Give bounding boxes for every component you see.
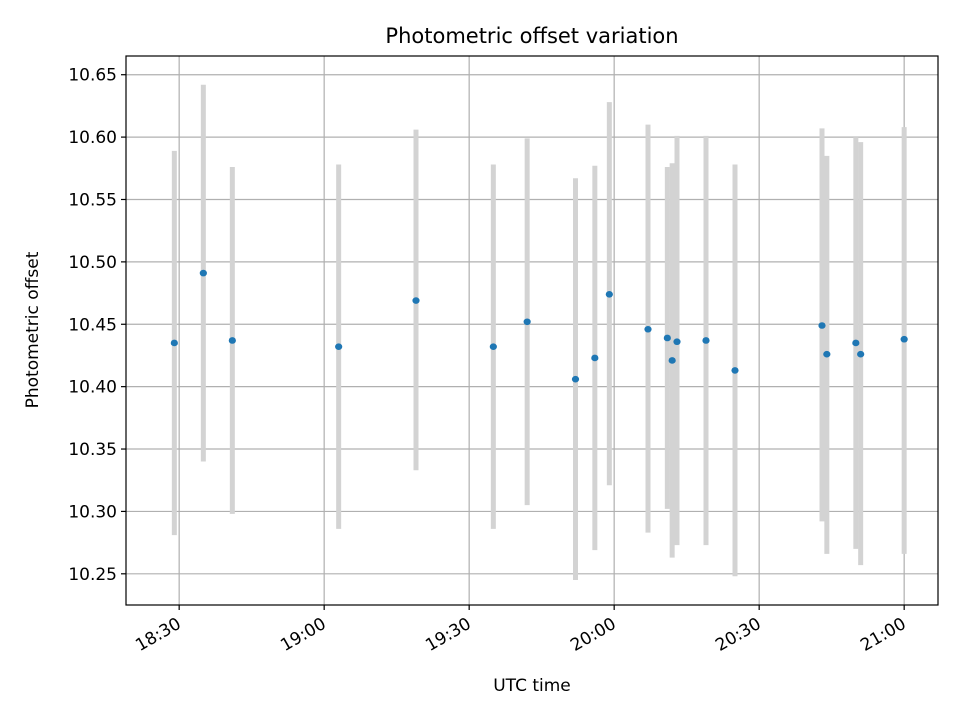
data-point (673, 338, 681, 346)
y-tick-label: 10.35 (68, 440, 117, 460)
data-point (668, 357, 676, 364)
data-point (818, 322, 826, 329)
data-point (644, 325, 652, 333)
data-point (823, 350, 831, 358)
data-point (900, 335, 908, 343)
data-point (702, 337, 710, 344)
y-tick-label: 10.30 (68, 502, 117, 522)
chart-title: Photometric offset variation (385, 24, 678, 48)
data-point (170, 339, 178, 347)
y-tick-label: 10.55 (68, 190, 117, 210)
data-point (663, 334, 671, 342)
data-point (489, 343, 497, 351)
y-tick-label: 10.60 (68, 128, 117, 148)
data-point (731, 367, 739, 374)
data-point (605, 291, 613, 298)
y-tick-label: 10.40 (68, 378, 117, 398)
plot-frame (125, 55, 939, 606)
data-point (852, 339, 860, 347)
data-point (571, 375, 580, 383)
data-point (335, 343, 343, 351)
y-axis-label: Photometric offset (23, 251, 43, 408)
x-axis-label: UTC time (493, 676, 571, 696)
y-tick-label: 10.65 (68, 66, 117, 86)
data-point (228, 337, 236, 344)
data-point (412, 297, 420, 304)
y-tick-label: 10.45 (68, 315, 117, 335)
data-points (170, 269, 908, 383)
y-tick-label: 10.25 (68, 565, 117, 585)
data-point (857, 350, 865, 358)
data-point (199, 269, 207, 277)
data-point (523, 318, 531, 326)
y-tick-label: 10.50 (68, 253, 117, 273)
data-point (591, 354, 599, 362)
